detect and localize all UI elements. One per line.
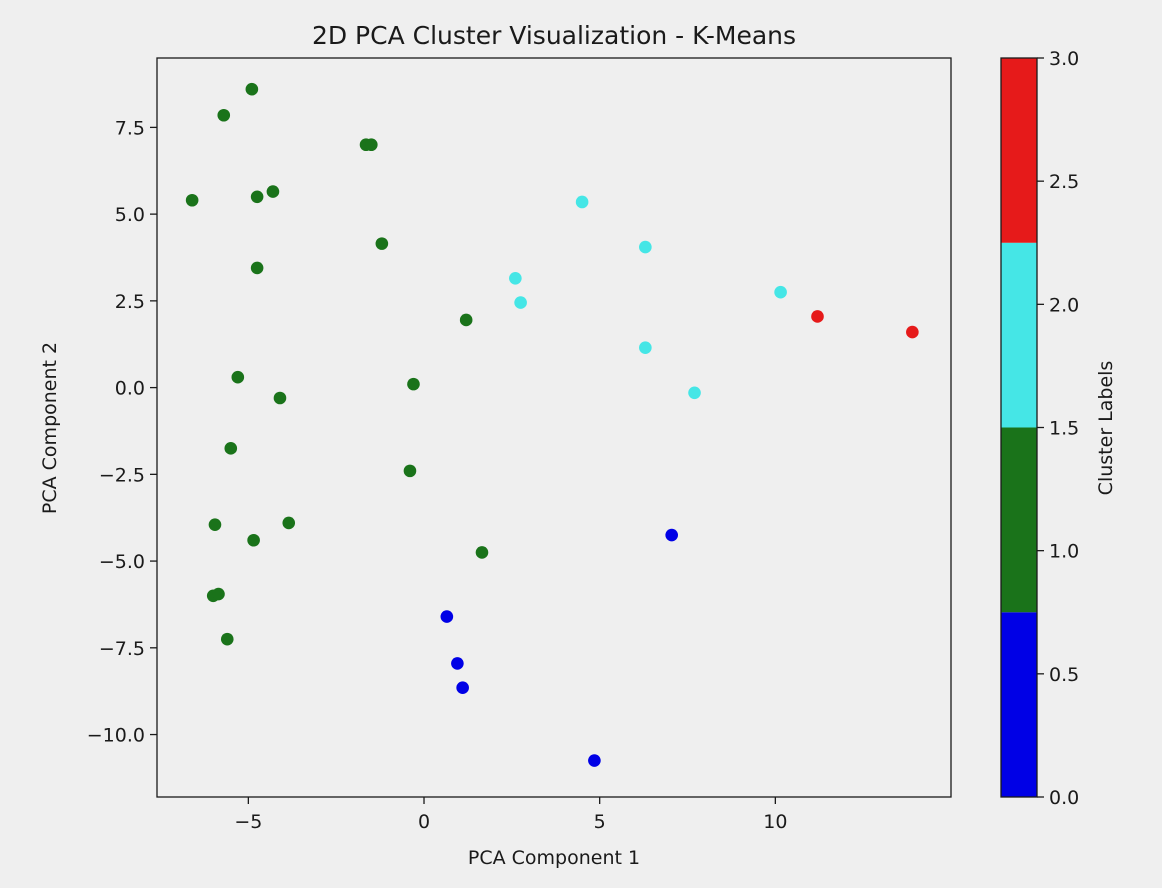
x-tick-label: 0 xyxy=(418,811,430,833)
data-point-cluster-1 xyxy=(403,464,417,478)
data-point-cluster-1 xyxy=(245,82,259,96)
data-point-cluster-1 xyxy=(273,391,287,405)
data-point-cluster-1 xyxy=(247,533,260,547)
data-point-cluster-3 xyxy=(906,325,919,339)
data-point-cluster-0 xyxy=(588,754,601,767)
data-point-cluster-2 xyxy=(688,386,701,400)
data-point-cluster-1 xyxy=(224,442,238,455)
y-tick-label: 0.0 xyxy=(115,378,145,400)
data-point-cluster-1 xyxy=(217,108,231,122)
data-point-cluster-1 xyxy=(250,261,264,275)
y-axis-label: PCA Component 2 xyxy=(39,342,61,514)
y-tick-label: −7.5 xyxy=(99,638,145,660)
data-point-cluster-1 xyxy=(375,237,389,250)
colorbar-tick-label: 1.5 xyxy=(1049,418,1079,440)
data-point-cluster-0 xyxy=(451,657,464,670)
data-point-cluster-1 xyxy=(231,370,245,384)
y-tick-label: 7.5 xyxy=(115,117,145,139)
y-tick-label: 5.0 xyxy=(115,204,145,226)
data-point-cluster-1 xyxy=(208,518,222,531)
data-point-cluster-1 xyxy=(475,546,489,559)
colorbar-ticks: 0.0 0.5 1.0 1.5 2.0 2.5 3.0 xyxy=(1037,48,1079,809)
data-point-cluster-3 xyxy=(811,310,824,323)
chart-title: 2D PCA Cluster Visualization - K-Means xyxy=(312,21,796,50)
colorbar-tick-label: 1.0 xyxy=(1049,541,1079,563)
colorbar-tick-label: 2.0 xyxy=(1049,294,1079,316)
data-point-cluster-2 xyxy=(514,296,527,309)
data-point-cluster-0 xyxy=(665,528,678,542)
data-point-cluster-0 xyxy=(440,610,454,623)
x-tick-label: 5 xyxy=(594,811,606,833)
data-point-cluster-2 xyxy=(575,195,589,209)
colorbar-label: Cluster Labels xyxy=(1095,361,1117,496)
data-point-cluster-1 xyxy=(220,632,234,646)
data-point-cluster-1 xyxy=(365,138,378,152)
colorbar-tick-label: 0.0 xyxy=(1049,787,1079,809)
x-axis-label: PCA Component 1 xyxy=(468,847,640,869)
data-point-cluster-0 xyxy=(456,681,469,695)
data-point-cluster-1 xyxy=(266,185,280,198)
data-point-cluster-1 xyxy=(212,587,225,601)
data-point-cluster-2 xyxy=(774,285,787,299)
y-tick-label: −5.0 xyxy=(99,551,145,573)
x-tick-label: 10 xyxy=(763,811,787,833)
data-point-cluster-1 xyxy=(407,377,420,391)
y-tick-label: −2.5 xyxy=(99,464,145,486)
colorbar xyxy=(1001,58,1037,797)
data-point-cluster-2 xyxy=(639,341,652,355)
plot-frame xyxy=(156,57,952,798)
colorbar-tick-label: 2.5 xyxy=(1049,171,1079,193)
data-point-cluster-1 xyxy=(250,190,264,204)
data-point-cluster-1 xyxy=(459,313,473,327)
colorbar-tick-label: 3.0 xyxy=(1049,48,1079,70)
colorbar-tick-label: 0.5 xyxy=(1049,664,1079,686)
data-point-cluster-2 xyxy=(509,272,522,285)
y-tick-label: −10.0 xyxy=(87,725,145,747)
colorbar-segment-2 xyxy=(1001,242,1037,428)
data-point-cluster-2 xyxy=(639,240,652,254)
colorbar-segment-1 xyxy=(1001,427,1037,613)
colorbar-segment-3 xyxy=(1001,58,1037,243)
plot-points xyxy=(185,82,919,767)
colorbar-segment-0 xyxy=(1001,612,1037,797)
y-tick-label: 2.5 xyxy=(115,291,145,313)
x-ticks: −5 0 5 10 xyxy=(234,797,787,833)
colorbar-frame xyxy=(1000,57,1038,798)
y-ticks: −10.0 −7.5 −5.0 −2.5 0.0 2.5 5.0 7.5 xyxy=(87,117,157,747)
x-tick-label: −5 xyxy=(234,811,262,833)
data-point-cluster-1 xyxy=(282,516,296,530)
data-point-cluster-1 xyxy=(185,193,199,207)
